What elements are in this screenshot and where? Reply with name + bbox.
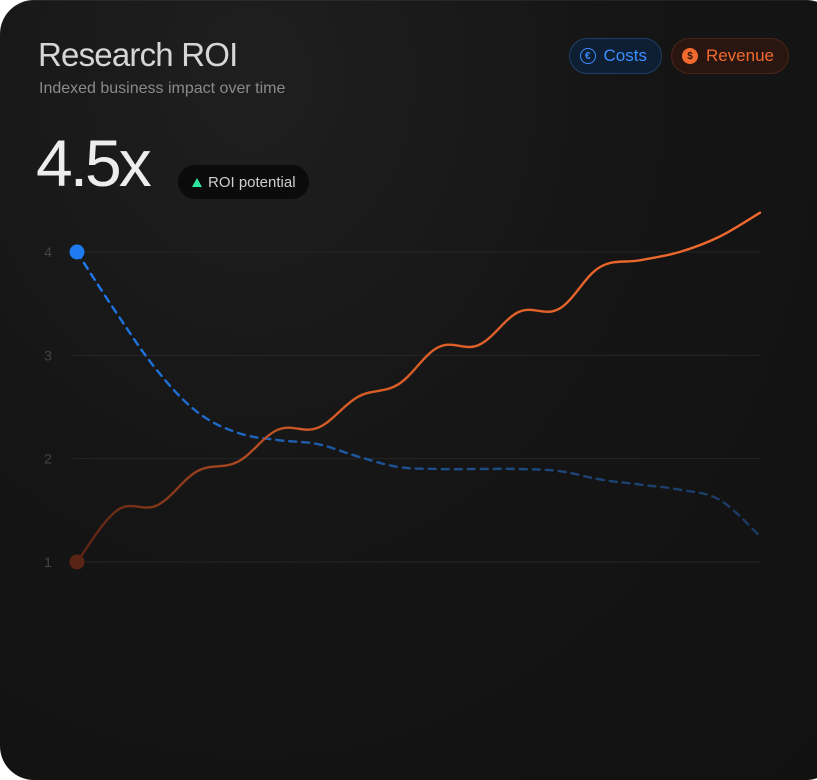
costs-data-point — [513, 463, 525, 475]
revenue-data-point — [352, 391, 364, 403]
roi-badge: ROI potential — [178, 165, 309, 199]
legend-costs-label: Costs — [603, 46, 647, 65]
y-tick-label: 1 — [44, 554, 52, 570]
revenue-data-point — [272, 424, 284, 436]
costs-data-point — [352, 451, 364, 463]
roi-badge-label: ROI potential — [208, 173, 296, 191]
revenue-data-point — [312, 422, 324, 434]
revenue-data-point — [111, 504, 123, 516]
costs-data-point — [272, 434, 284, 446]
revenue-data-point — [754, 207, 766, 219]
costs-data-point — [392, 461, 404, 473]
costs-series-line — [75, 250, 762, 538]
revenue-data-point — [392, 378, 404, 390]
revenue-data-point — [192, 465, 204, 477]
costs-data-point — [69, 244, 85, 260]
legend-costs-button[interactable]: € Costs — [569, 38, 662, 74]
euro-circle-icon: € — [580, 48, 596, 64]
dollar-circle-icon: $ — [682, 48, 698, 64]
costs-data-point — [151, 365, 163, 377]
revenue-data-point — [513, 306, 525, 318]
revenue-data-point — [69, 554, 85, 570]
revenue-series-line — [75, 211, 762, 564]
revenue-data-point — [473, 339, 485, 351]
costs-data-point — [192, 406, 204, 418]
up-triangle-icon — [192, 177, 202, 187]
y-tick-label: 2 — [44, 451, 52, 467]
legend-revenue-label: Revenue — [705, 46, 774, 65]
y-tick-label: 4 — [44, 244, 52, 260]
chart-series — [69, 207, 766, 570]
costs-data-point — [111, 308, 123, 320]
legend-revenue-button[interactable]: $ Revenue — [671, 38, 789, 74]
costs-data-point — [593, 473, 605, 485]
revenue-data-point — [674, 246, 686, 258]
costs-data-point — [553, 465, 565, 477]
revenue-data-point — [232, 456, 244, 468]
page-title: Research ROI — [38, 36, 238, 73]
chart-grid: 4 3 2 1 — [44, 244, 760, 570]
revenue-data-point — [593, 262, 605, 274]
roi-value: 4.5x — [36, 126, 152, 200]
page-subtitle: Indexed business impact over time — [39, 80, 286, 97]
revenue-data-point — [633, 254, 645, 266]
costs-data-point — [754, 530, 766, 542]
revenue-data-point — [433, 341, 445, 353]
revenue-data-point — [553, 303, 565, 315]
costs-data-point — [473, 463, 485, 475]
costs-data-point — [312, 438, 324, 450]
costs-data-point — [633, 479, 645, 491]
y-tick-label: 3 — [44, 347, 52, 363]
revenue-data-point — [151, 499, 163, 511]
costs-data-point — [232, 427, 244, 439]
line-chart: 4 3 2 1 — [44, 207, 766, 570]
costs-data-point — [433, 463, 445, 475]
costs-data-point — [714, 494, 726, 506]
revenue-data-point — [714, 231, 726, 243]
costs-data-point — [674, 484, 686, 496]
